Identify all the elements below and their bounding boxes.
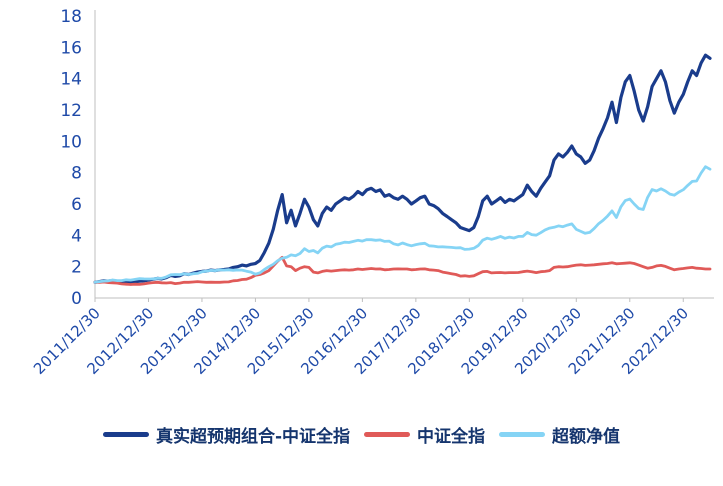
y-axis-tick-label: 0 [71, 289, 82, 309]
legend-label-excess: 超额净值 [552, 427, 621, 447]
y-axis-tick-label: 4 [71, 226, 82, 246]
line-chart-svg: 0246810121416182011/12/302012/12/302013/… [30, 7, 714, 378]
y-axis-tick-label: 14 [60, 70, 82, 90]
legend-label-portfolio: 真实超预期组合-中证全指 [155, 427, 351, 447]
series-line-0 [93, 53, 712, 285]
legend-marker-index-line [364, 432, 411, 437]
y-axis-tick-label: 8 [71, 164, 82, 184]
y-axis-tick-label: 10 [60, 132, 82, 152]
chart-legend: 真实超预期组合-中证全指 中证全指 超额净值 [0, 422, 723, 447]
legend-item-portfolio: 真实超预期组合-中证全指 [102, 422, 351, 447]
legend-marker-excess-line [499, 432, 546, 437]
y-axis-tick-label: 2 [71, 258, 82, 278]
chart-area: 0 2 4 6 8 10 12 14 16 18 2011/12/30 2012/12/30 2013/… [30, 7, 714, 378]
y-axis-tick-label: 16 [60, 38, 82, 58]
legend-marker-portfolio-line [102, 432, 149, 437]
legend-label-index: 中证全指 [417, 427, 486, 447]
y-axis-tick-label: 12 [60, 101, 82, 121]
legend-item-excess: 超额净值 [499, 422, 620, 447]
y-axis-tick-label: 18 [60, 7, 82, 27]
legend-item-index: 中证全指 [364, 422, 485, 447]
series-line-2 [93, 165, 712, 284]
y-axis-tick-label: 6 [71, 195, 82, 215]
series-line-1 [93, 255, 712, 286]
